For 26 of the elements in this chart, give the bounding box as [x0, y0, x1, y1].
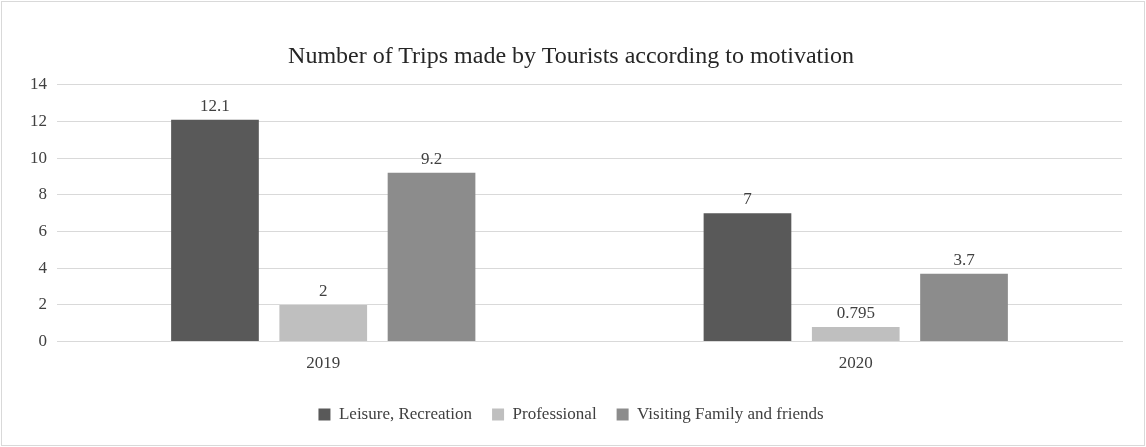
bar	[387, 172, 476, 342]
data-label: 9.2	[420, 148, 443, 168]
legend-label: Professional	[512, 403, 597, 423]
y-tick-label: 0	[38, 331, 47, 351]
bar	[171, 119, 259, 342]
y-tick-label: 6	[38, 221, 47, 241]
x-tick-label: 2020	[838, 353, 873, 373]
bar	[811, 327, 900, 342]
legend-label: Visiting Family and friends	[637, 403, 824, 423]
bar	[920, 273, 1008, 342]
legend-label: Leisure, Recreation	[338, 403, 473, 423]
y-tick-label: 2	[38, 294, 47, 314]
y-tick-label: 12	[30, 110, 47, 130]
y-tick-label: 14	[30, 74, 48, 94]
chart-title: Number of Trips made by Tourists according to motivation	[288, 41, 854, 68]
x-tick-label: 2019	[306, 353, 341, 373]
data-label: 3.7	[953, 249, 976, 269]
data-label: 7	[743, 189, 753, 209]
y-tick-label: 4	[38, 257, 48, 277]
bar	[703, 213, 792, 342]
data-label: 12.1	[200, 95, 230, 115]
y-tick-label: 8	[38, 184, 47, 204]
y-tick-label: 10	[30, 147, 47, 167]
bar	[279, 304, 368, 342]
data-label: 0.795	[836, 302, 875, 322]
data-label: 2	[319, 280, 328, 300]
